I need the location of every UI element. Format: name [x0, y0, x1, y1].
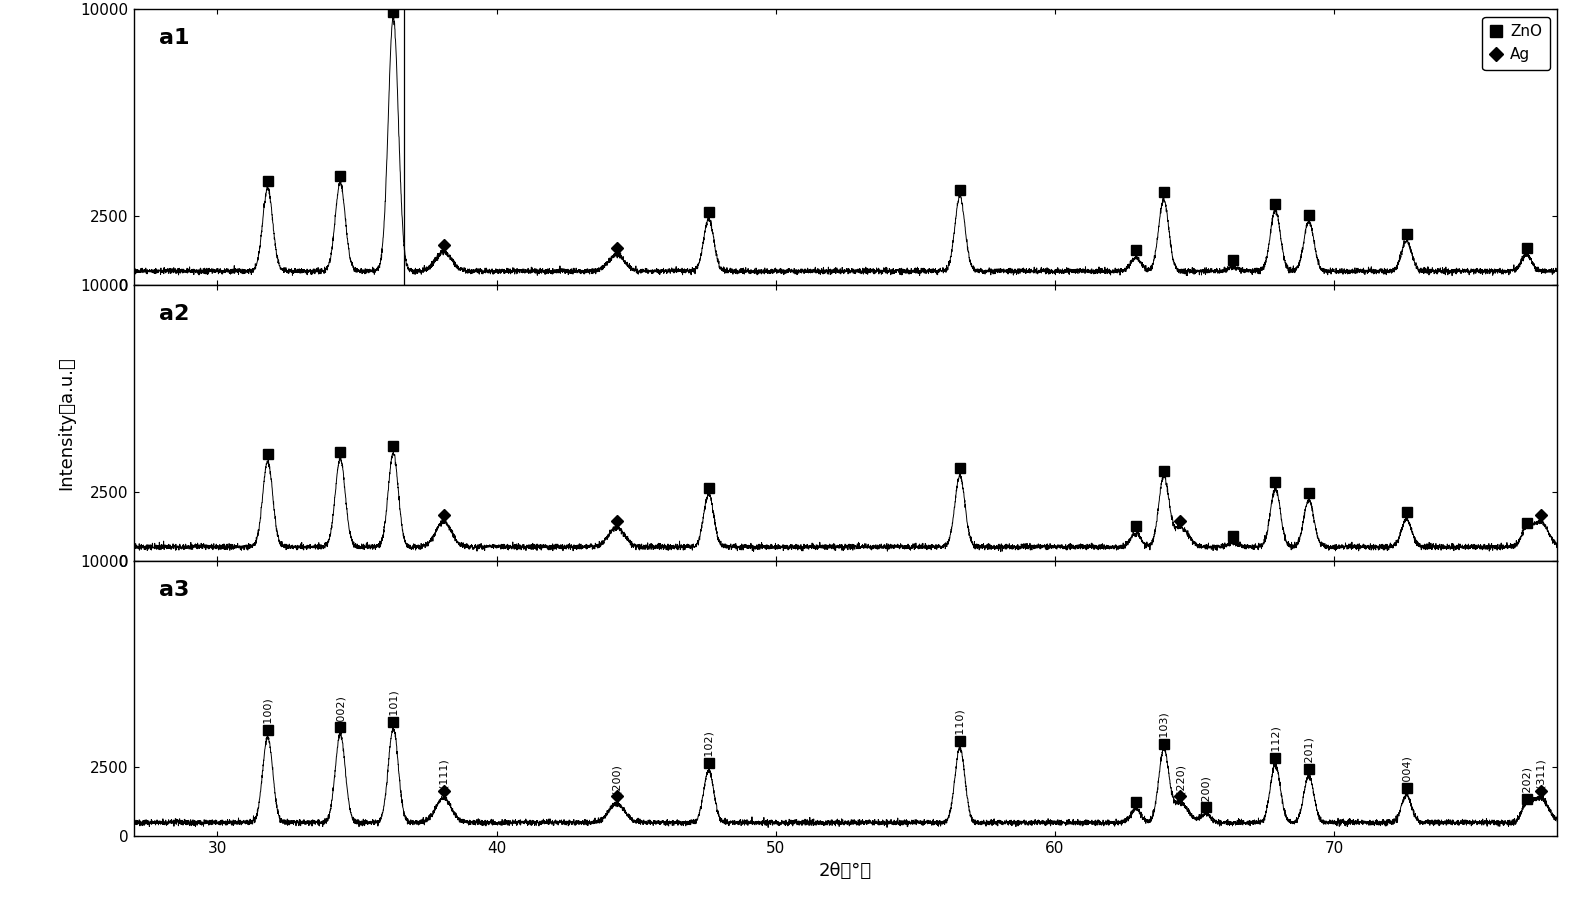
Y-axis label: Intensity（a.u.）: Intensity（a.u.） [57, 356, 76, 490]
Text: a1: a1 [159, 28, 190, 48]
Text: (112): (112) [1271, 725, 1280, 755]
Text: (111): (111) [439, 759, 448, 788]
Text: a3: a3 [159, 579, 190, 600]
Text: (202): (202) [1521, 766, 1532, 796]
Text: (201): (201) [1304, 736, 1313, 766]
Text: (200): (200) [612, 764, 621, 793]
Text: (103): (103) [1159, 711, 1169, 741]
Text: (110): (110) [955, 708, 964, 739]
Legend: ZnO, Ag: ZnO, Ag [1482, 16, 1549, 69]
Text: (100): (100) [263, 697, 272, 728]
Text: (200): (200) [1200, 775, 1211, 804]
Text: (102): (102) [703, 730, 714, 760]
Text: a2: a2 [159, 304, 190, 324]
Text: (004): (004) [1402, 756, 1411, 785]
Text: (101): (101) [389, 689, 398, 719]
Text: (220): (220) [1175, 763, 1186, 793]
Text: (002): (002) [335, 695, 344, 725]
X-axis label: 2θ（°）: 2θ（°） [820, 862, 871, 880]
Text: (311): (311) [1535, 759, 1546, 788]
